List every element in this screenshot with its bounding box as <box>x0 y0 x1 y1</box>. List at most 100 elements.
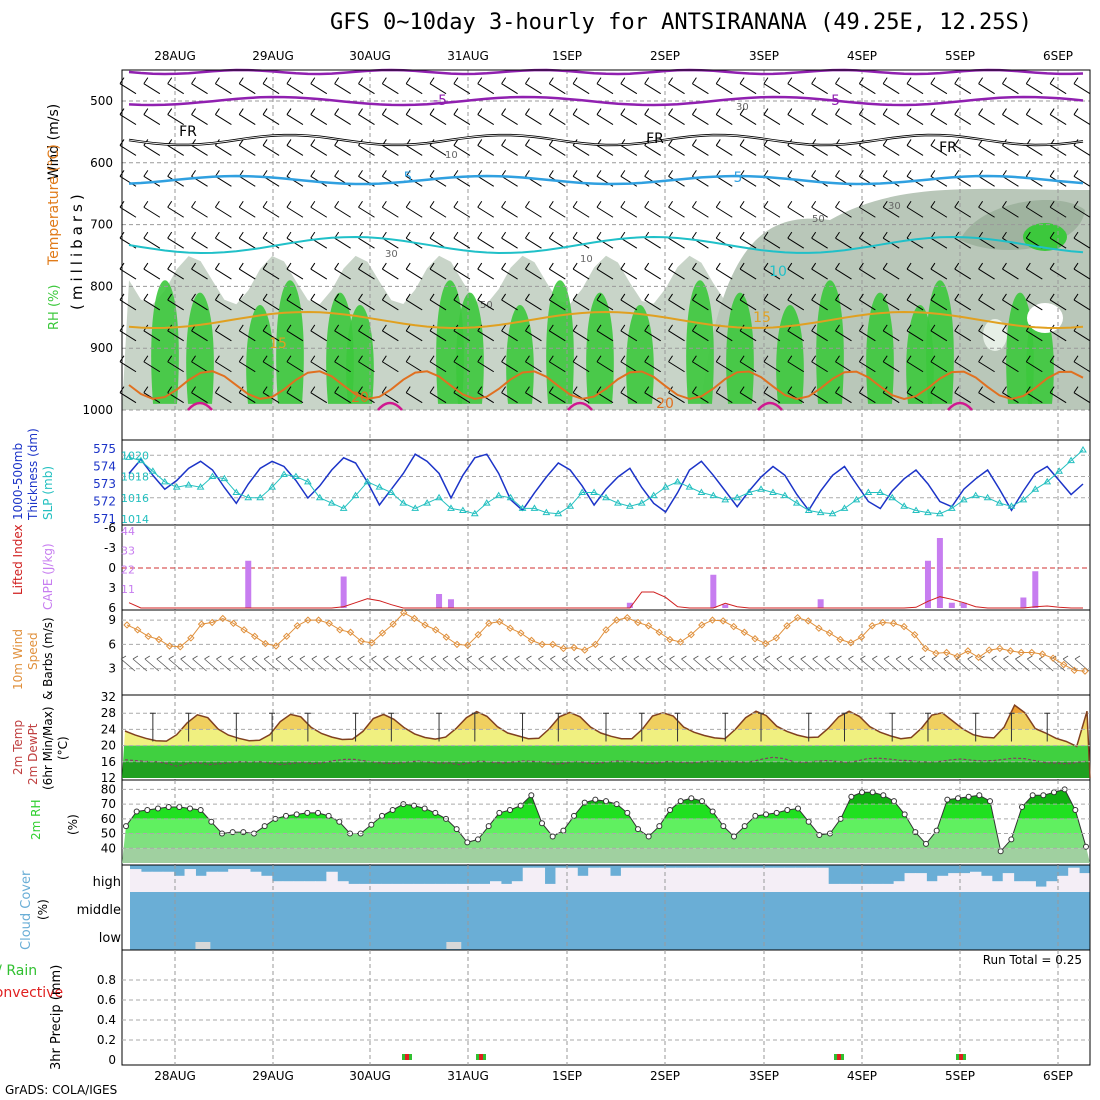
slp-point <box>1007 502 1016 509</box>
minmax-bar <box>388 712 395 742</box>
wind-barb <box>262 324 280 342</box>
rh-point <box>677 798 684 805</box>
wind-barb <box>978 262 995 280</box>
rh-90-column <box>1023 223 1067 251</box>
rh-contour-label: 30 <box>736 102 749 113</box>
minmax-bar <box>638 712 645 742</box>
wind-barb <box>835 355 852 373</box>
rh-point <box>507 806 513 813</box>
wind-barb <box>429 293 447 311</box>
wind-barb <box>954 324 972 342</box>
wind-barb <box>501 324 518 342</box>
wind-barb <box>405 108 423 125</box>
wind-barb <box>739 139 757 156</box>
wind-speed-point <box>176 643 184 651</box>
slp-point <box>542 508 551 516</box>
wind-speed-point <box>666 635 674 644</box>
cloud-high-gap <box>860 883 873 892</box>
rh-point <box>891 798 897 805</box>
wind-barb <box>228 655 243 672</box>
slp-point <box>900 502 909 509</box>
thickness-tick: 575 <box>93 442 116 456</box>
wind-barb <box>381 170 399 187</box>
wind-speed-point <box>165 642 174 650</box>
slp-point <box>673 477 682 485</box>
slp-point <box>220 474 229 482</box>
wind-barb <box>478 655 494 672</box>
wind-speed-point <box>304 616 312 624</box>
wind-barb <box>405 386 423 404</box>
cloud-high-gap <box>904 873 916 892</box>
wind-speed-point <box>996 644 1004 653</box>
slp-point <box>769 488 777 495</box>
wind-barb <box>1002 77 1019 95</box>
wind-speed-point <box>815 624 823 632</box>
slp-point <box>1055 467 1064 474</box>
precip-conv-label: Convective <box>0 985 63 1001</box>
wind-barb <box>334 108 351 125</box>
rh-point <box>283 812 289 819</box>
wind-barb <box>525 200 542 218</box>
slp-point <box>482 499 491 506</box>
rh-point <box>1008 836 1015 843</box>
wind-barb <box>405 77 423 95</box>
wind-barb <box>895 655 911 672</box>
wind-barb <box>596 139 614 156</box>
thickness-tick: 571 <box>93 512 116 526</box>
wind-barb <box>167 108 184 125</box>
wind-barb <box>286 355 304 373</box>
date-label-bottom: 2SEP <box>650 1069 680 1083</box>
rh-point <box>432 809 439 816</box>
wind-barb <box>299 655 315 672</box>
wind-barb <box>214 77 232 95</box>
wind-barb <box>453 200 471 218</box>
wind-barb <box>872 655 887 672</box>
wind-speed-point <box>868 622 876 630</box>
wind-barb <box>954 170 972 187</box>
wind-barb <box>381 262 399 280</box>
cloud-high-gap <box>533 867 546 892</box>
rh-point <box>560 827 567 834</box>
cape-tick: 11 <box>121 583 135 596</box>
wind-barb <box>691 324 709 342</box>
cloud-high-gap <box>402 883 415 892</box>
wind-barb <box>572 231 590 249</box>
wind-barb <box>930 108 948 125</box>
slp-point <box>160 477 169 485</box>
slp-point <box>459 506 467 514</box>
wind-barb <box>381 108 399 125</box>
wind-barb <box>214 108 232 125</box>
cloud-high-gap <box>1046 881 1058 892</box>
wind-barb <box>596 200 614 218</box>
wind-barb <box>381 139 399 156</box>
wind-barb <box>323 655 338 672</box>
cloud-high-gap <box>1035 886 1047 892</box>
wind-barb <box>668 139 685 156</box>
wind-speed-point <box>772 634 781 642</box>
wind-speed-point <box>1038 650 1047 658</box>
wind-barb <box>286 200 304 218</box>
rh-point <box>197 806 204 813</box>
slp-point <box>852 495 861 503</box>
wind-barb <box>930 293 948 311</box>
rh-point <box>763 811 769 818</box>
wind-barb <box>752 655 768 672</box>
wind-speed-point <box>421 621 429 629</box>
precip-convective-bar <box>405 1054 409 1060</box>
wind-barb <box>477 139 495 156</box>
wind-speed-point <box>410 614 419 623</box>
wind-barb <box>1025 386 1043 404</box>
wind-barb <box>548 293 566 311</box>
date-label-top: 29AUG <box>252 49 294 63</box>
wind-barb <box>334 231 351 249</box>
wind-barb <box>381 293 399 311</box>
rh-point <box>379 812 385 819</box>
wind-barb <box>930 324 948 342</box>
wind-speed-point <box>272 642 280 650</box>
rh-point <box>933 827 940 834</box>
cloud-high-gap <box>893 881 906 892</box>
cloud-high-gap <box>348 883 360 892</box>
rh-point <box>997 848 1004 855</box>
wind-barb <box>691 262 709 280</box>
